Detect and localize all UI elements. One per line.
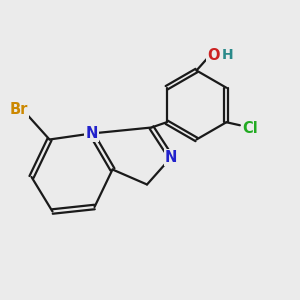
Text: Cl: Cl	[242, 121, 258, 136]
Text: O: O	[208, 48, 220, 63]
Text: N: N	[85, 126, 98, 141]
Text: N: N	[165, 150, 177, 165]
Text: H: H	[221, 48, 233, 62]
Text: Br: Br	[10, 102, 28, 117]
